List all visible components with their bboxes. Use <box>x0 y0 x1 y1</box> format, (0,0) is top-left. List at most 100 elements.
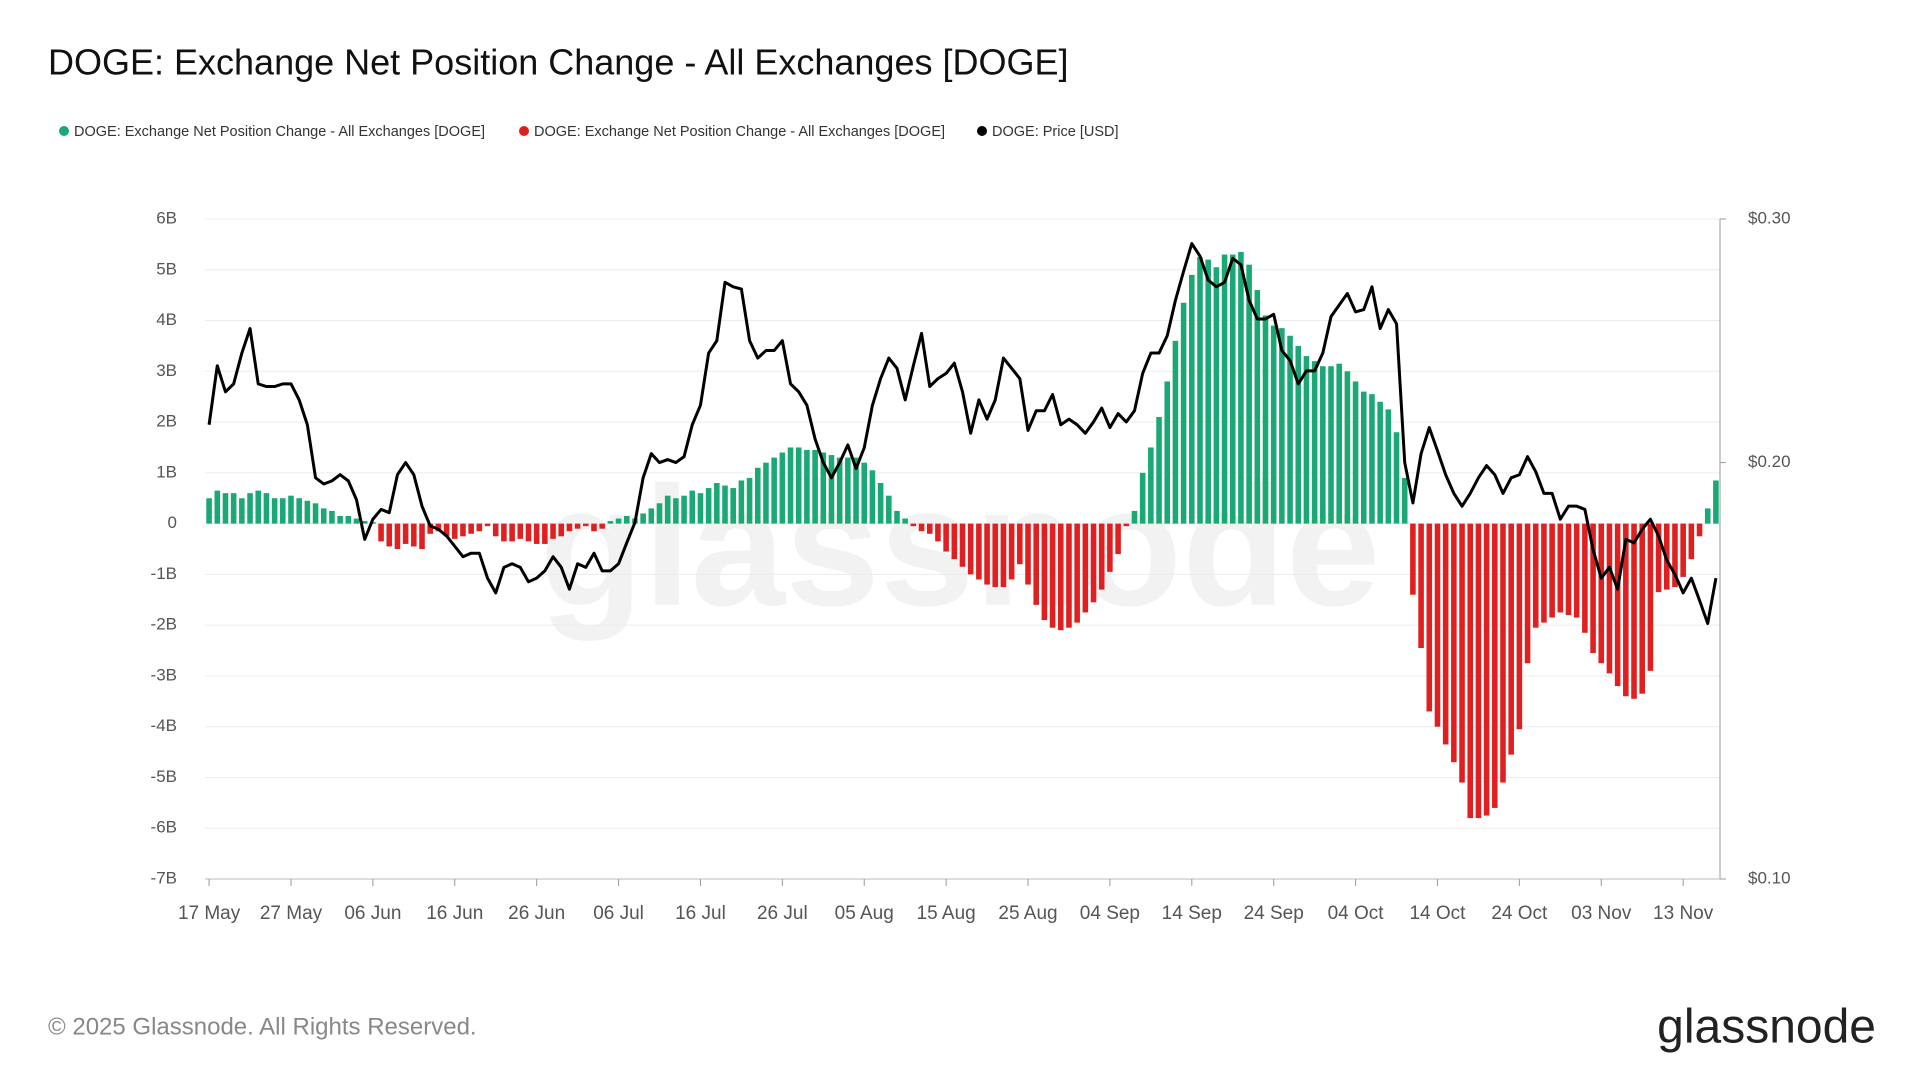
legend-marker <box>59 126 69 136</box>
bar <box>1688 523 1695 560</box>
bar <box>1483 523 1490 816</box>
bar <box>542 523 548 544</box>
bar <box>329 510 335 524</box>
bar <box>1344 371 1351 524</box>
bar <box>345 516 352 524</box>
y-tick-label: 4B <box>156 310 177 329</box>
bar <box>918 523 925 532</box>
bar <box>566 523 573 532</box>
bar <box>1336 363 1342 524</box>
bar <box>1008 523 1015 580</box>
bar <box>1475 523 1482 819</box>
bar <box>1041 523 1048 621</box>
bar <box>779 452 786 524</box>
bar <box>828 455 835 524</box>
bar <box>1360 391 1367 524</box>
bar <box>206 498 212 524</box>
bar <box>820 452 827 524</box>
bar <box>296 498 302 524</box>
y2-tick-label: $0.10 <box>1748 868 1791 887</box>
x-tick-label: 04 Sep <box>1080 903 1140 924</box>
x-tick-label: 24 Oct <box>1491 903 1548 924</box>
bar <box>1549 523 1555 618</box>
bar <box>1696 523 1703 537</box>
bar <box>1369 394 1375 524</box>
bar <box>1238 252 1244 524</box>
bar <box>894 510 900 524</box>
bar <box>845 457 851 524</box>
bar <box>1295 345 1302 524</box>
bar <box>902 518 908 524</box>
bar <box>1000 523 1007 588</box>
bar <box>1590 523 1596 654</box>
bar <box>525 523 532 542</box>
bar <box>550 523 556 539</box>
bar <box>910 523 917 527</box>
x-tick-label: 15 Aug <box>917 903 976 924</box>
y-tick-label: -4B <box>151 716 177 735</box>
bar <box>1541 523 1547 623</box>
y-tick-label: -3B <box>151 665 177 684</box>
bar <box>1451 523 1457 763</box>
bar <box>1270 325 1277 524</box>
bar <box>484 523 491 527</box>
bar <box>714 483 720 524</box>
bar <box>1647 523 1654 671</box>
bar <box>280 498 286 524</box>
y-tick-label: -7B <box>151 868 177 887</box>
bar <box>1279 328 1285 524</box>
bar <box>705 488 712 524</box>
bar <box>738 480 745 524</box>
bar <box>263 493 270 524</box>
bar <box>574 523 581 529</box>
bar <box>664 495 671 524</box>
bar <box>804 450 810 524</box>
x-tick-label: 06 Jun <box>344 903 401 924</box>
y-tick-label: -6B <box>151 818 177 837</box>
bar <box>648 508 655 524</box>
bar <box>1148 447 1154 524</box>
bar <box>492 523 499 537</box>
bar <box>976 523 982 580</box>
x-tick-label: 25 Aug <box>998 903 1057 924</box>
bar <box>386 523 393 547</box>
bar <box>984 523 990 585</box>
bar <box>1057 523 1064 631</box>
bar <box>1500 523 1506 783</box>
bar <box>1713 480 1719 524</box>
bar <box>1516 523 1523 730</box>
y-tick-label: 5B <box>156 259 177 278</box>
y-tick-label: -2B <box>151 615 177 634</box>
bar <box>337 516 343 524</box>
bar <box>222 493 229 524</box>
bar <box>673 498 679 524</box>
y-tick-label: 3B <box>156 361 177 380</box>
x-tick-label: 14 Oct <box>1409 903 1466 924</box>
y2-tick-label: $0.30 <box>1748 208 1791 227</box>
bar <box>1532 523 1539 628</box>
x-tick-label: 04 Oct <box>1328 903 1385 924</box>
bar <box>1033 523 1039 605</box>
y-tick-label: 0 <box>168 513 177 532</box>
bar <box>1573 523 1580 618</box>
bar <box>533 523 540 544</box>
bar <box>926 523 933 534</box>
bar <box>1115 523 1121 555</box>
bar <box>1467 523 1474 819</box>
bar <box>255 490 262 524</box>
bar <box>468 523 474 534</box>
bar <box>1189 274 1195 524</box>
price-line <box>207 242 1718 626</box>
bar <box>247 493 253 524</box>
bar <box>812 450 818 524</box>
x-tick-label: 17 May <box>178 903 241 924</box>
legend-label: DOGE: Exchange Net Position Change - All… <box>534 124 945 140</box>
bar <box>1123 523 1130 527</box>
bar <box>1311 361 1318 524</box>
bar <box>689 490 696 524</box>
legend-marker <box>977 126 987 136</box>
bar <box>1352 381 1359 524</box>
x-tick-label: 03 Nov <box>1571 903 1632 924</box>
bar <box>1246 264 1252 524</box>
bar <box>419 523 425 549</box>
